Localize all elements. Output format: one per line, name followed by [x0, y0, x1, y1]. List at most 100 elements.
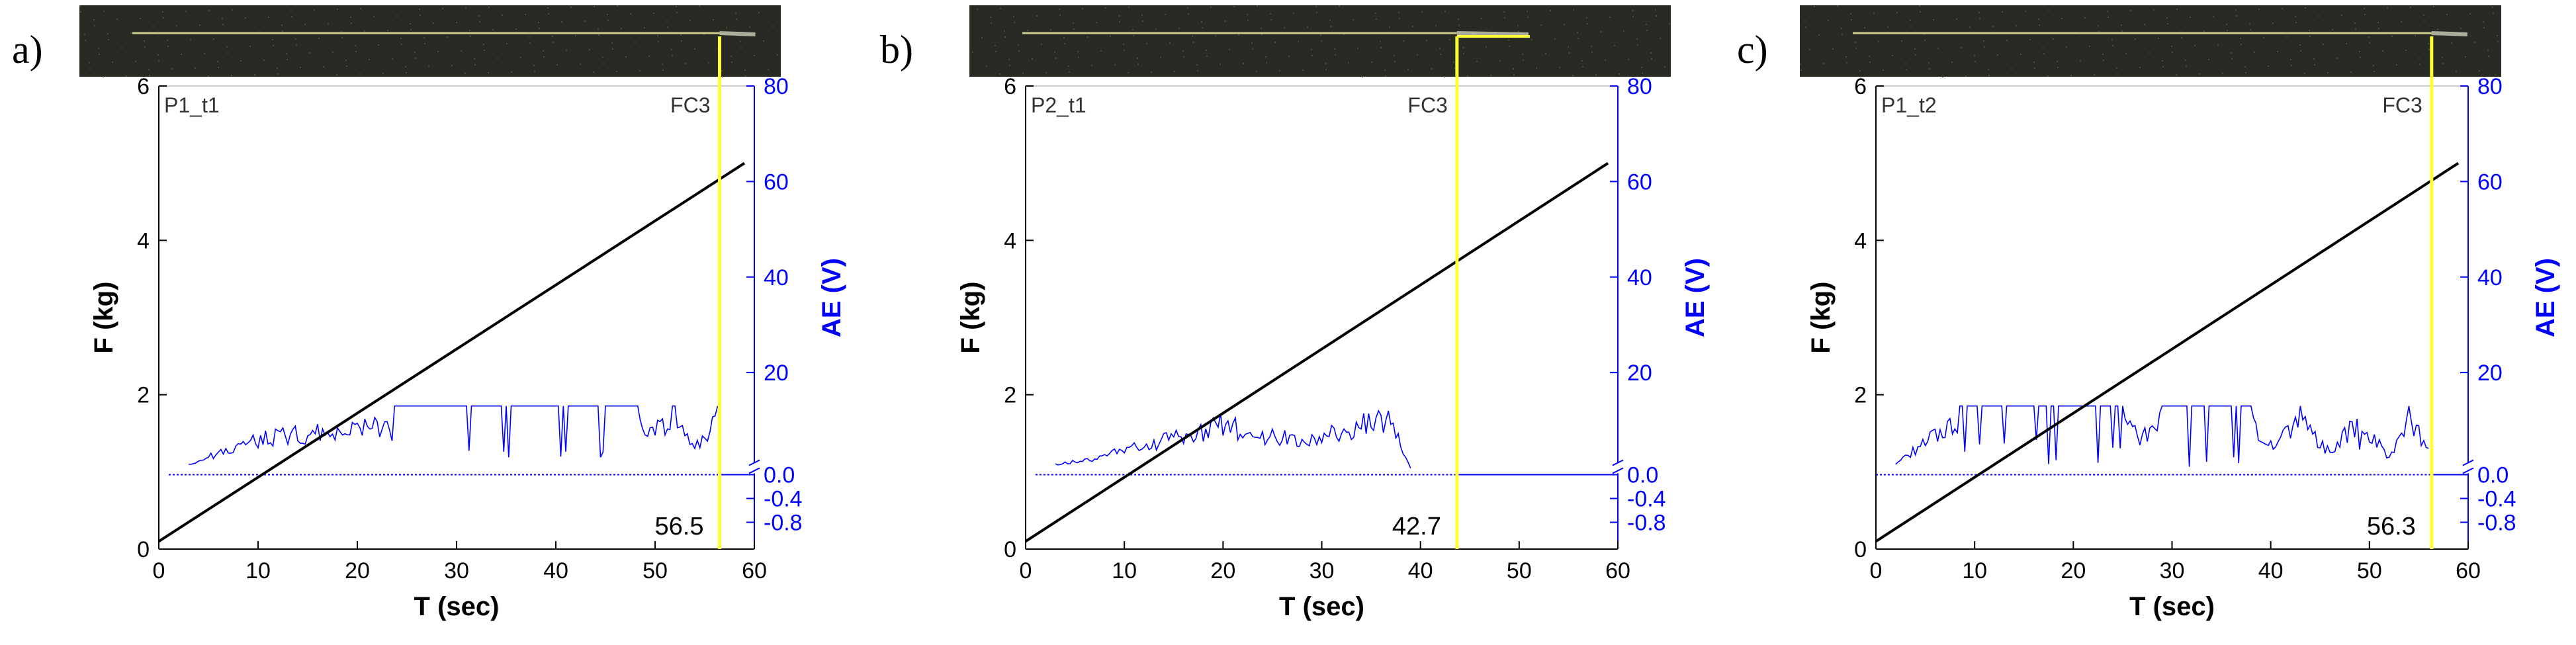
sample-speckle — [396, 15, 398, 17]
sample-speckle — [2286, 36, 2287, 38]
sample-speckle — [355, 45, 356, 46]
sample-speckle — [2374, 71, 2375, 72]
sample-speckle — [1270, 13, 1271, 15]
ae-baseline-dot — [284, 474, 286, 476]
sample-speckle — [2405, 50, 2407, 51]
sample-speckle — [2039, 24, 2040, 26]
ae-baseline-dot — [594, 474, 596, 476]
sample-speckle — [204, 53, 205, 54]
sample-speckle — [378, 44, 379, 46]
ae-baseline-dot — [1891, 474, 1894, 476]
sample-speckle — [1646, 24, 1647, 25]
sample-speckle — [300, 67, 301, 68]
sample-speckle — [680, 34, 682, 36]
ae-baseline-dot — [185, 474, 187, 476]
ae-baseline-dot — [2409, 474, 2411, 476]
ae-baseline-dot — [1410, 474, 1413, 476]
ae-baseline-dot — [1959, 474, 1961, 476]
ae-baseline-dot — [2246, 474, 2249, 476]
sample-speckle — [1573, 9, 1574, 11]
sample-speckle — [1942, 76, 1943, 77]
ae-baseline-dot — [1339, 474, 1342, 476]
sample-speckle — [497, 58, 498, 59]
sample-speckle — [415, 58, 416, 59]
ae-baseline-dot — [2274, 474, 2277, 476]
sample-speckle — [1141, 15, 1143, 16]
ae-baseline-dot — [399, 474, 401, 476]
ae-baseline-dot — [1343, 474, 1346, 476]
x-tick-label: 10 — [245, 558, 271, 583]
sample-speckle — [1435, 25, 1437, 26]
ae-baseline-dot — [451, 474, 453, 476]
sample-speckle — [1527, 17, 1529, 18]
ae-baseline-dot — [1087, 474, 1089, 476]
ae-baseline-dot — [1268, 474, 1270, 476]
failure-annotation: FC3 — [2382, 93, 2422, 117]
sample-speckle — [1869, 56, 1870, 57]
sample-speckle — [1174, 71, 1175, 72]
ae-baseline-dot — [1347, 474, 1350, 476]
panel-label: b) — [880, 28, 913, 71]
ae-baseline-dot — [1094, 474, 1097, 476]
sample-speckle — [2465, 56, 2466, 58]
ae-baseline-dot — [605, 474, 607, 476]
ae-baseline-dot — [2180, 474, 2182, 476]
sample-speckle — [1000, 8, 1001, 9]
ae-baseline-dot — [2243, 474, 2245, 476]
ae-baseline-dot — [613, 474, 615, 476]
sample-speckle — [273, 45, 274, 46]
sample-speckle — [740, 41, 741, 42]
sample-speckle — [479, 21, 480, 22]
sample-speckle — [1554, 38, 1556, 40]
sample-speckle — [1348, 62, 1349, 64]
ae-baseline-dot — [1221, 474, 1223, 476]
ae-baseline-dot — [570, 474, 572, 476]
ae-baseline-dot — [1899, 474, 1902, 476]
sample-speckle — [1559, 67, 1560, 68]
sample-speckle — [575, 35, 576, 36]
ae-baseline-dot — [1264, 474, 1266, 476]
sample-speckle — [713, 19, 714, 21]
ae-baseline-dot — [1114, 474, 1117, 476]
sample-speckle — [99, 54, 100, 55]
sample-speckle — [1182, 50, 1184, 52]
ae-baseline-dot — [2286, 474, 2289, 476]
ae-baseline-dot — [204, 474, 206, 476]
sample-speckle — [1004, 36, 1006, 38]
sample-speckle — [986, 65, 987, 67]
sample-speckle — [1394, 61, 1396, 62]
sample-speckle — [2241, 44, 2242, 45]
ae-baseline-dot — [1359, 474, 1362, 476]
ae-baseline-dot — [2334, 474, 2336, 476]
ae-baseline-dot — [1935, 474, 1937, 476]
sample-speckle — [2240, 38, 2241, 39]
sample-speckle — [995, 51, 997, 52]
sample-speckle — [2217, 44, 2219, 46]
sample-speckle — [2226, 24, 2227, 25]
ae-baseline-dot — [272, 474, 274, 476]
sample-speckle — [1252, 48, 1253, 50]
sample-speckle — [1440, 54, 1441, 55]
sample-speckle — [277, 73, 279, 75]
x-axis-label: T (sec) — [414, 592, 500, 621]
sample-speckle — [2043, 47, 2044, 48]
ae-baseline-dot — [2235, 474, 2237, 476]
sample-speckle — [603, 63, 604, 64]
sample-speckle — [2272, 22, 2274, 24]
sample-speckle — [1983, 40, 1984, 42]
sample-speckle — [2213, 16, 2214, 17]
sample-speckle — [999, 73, 1000, 75]
sample-speckle — [561, 21, 562, 22]
x-tick-label: 0 — [1870, 558, 1883, 583]
sample-speckle — [469, 30, 470, 31]
sample-speckle — [1490, 75, 1491, 76]
sample-speckle — [1545, 53, 1546, 54]
ae-baseline-dot — [1911, 474, 1914, 476]
failure-annotation: FC3 — [670, 93, 710, 117]
sample-speckle — [1371, 62, 1372, 63]
ae-baseline-dot — [2428, 474, 2431, 476]
ae-baseline-dot — [1371, 474, 1374, 476]
plot-title: P1_t1 — [164, 93, 220, 117]
sample-speckle — [341, 37, 343, 38]
sample-speckle — [2107, 11, 2108, 12]
